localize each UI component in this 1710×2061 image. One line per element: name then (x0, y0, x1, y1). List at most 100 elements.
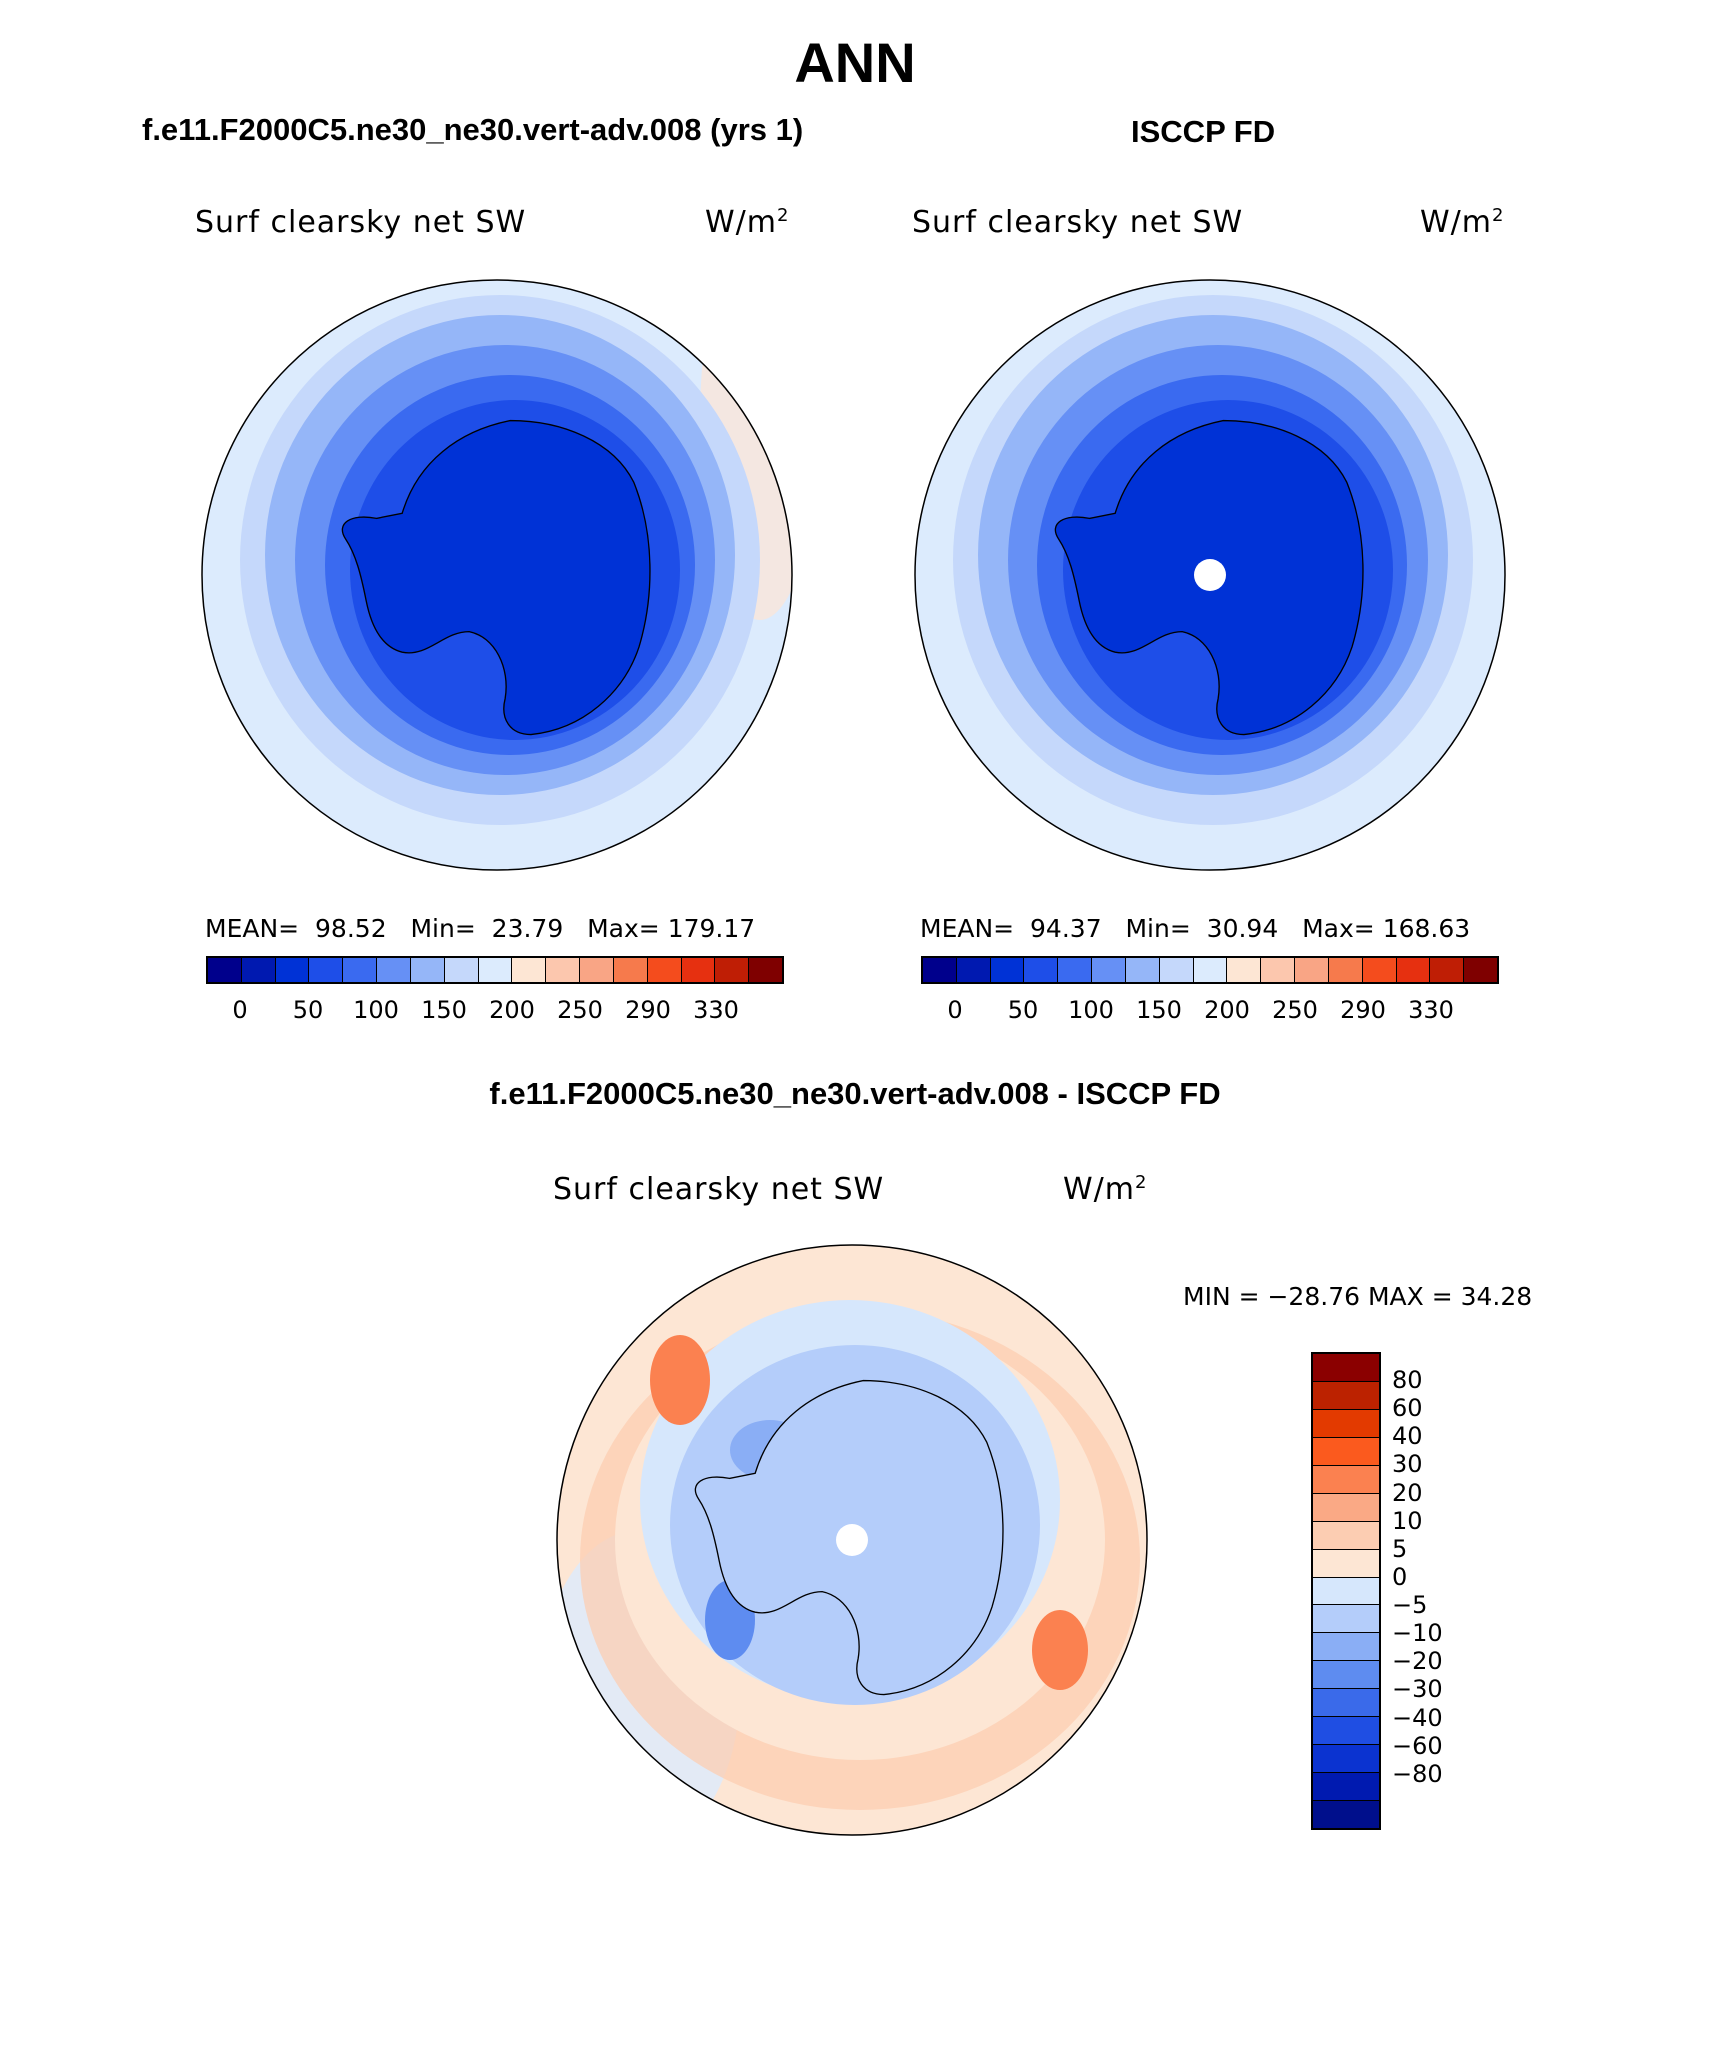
colorbar-swatch (923, 958, 957, 982)
colorbar-swatch (1430, 958, 1465, 982)
colorbar-tick-label: 10 (1392, 1506, 1423, 1535)
colorbar-swatch (377, 958, 411, 982)
colorbar-swatch (1313, 1661, 1379, 1690)
colorbar-swatch (1313, 1549, 1379, 1578)
colorbar-swatch (1396, 958, 1431, 982)
right-units-label: W/m2 (1420, 205, 1505, 240)
colorbar-swatch (990, 958, 1025, 982)
colorbar-swatch (1464, 958, 1498, 982)
colorbar-swatch (241, 958, 276, 982)
colorbar-tick-label: −5 (1392, 1591, 1428, 1620)
left-stats: MEAN= 98.52 Min= 23.79 Max= 179.17 (205, 914, 756, 943)
colorbar-tick-label: −30 (1392, 1675, 1443, 1704)
colorbar-swatch (1313, 1745, 1379, 1774)
left-units-label: W/m2 (705, 205, 790, 240)
colorbar-tick-label: −20 (1392, 1647, 1443, 1676)
colorbar-swatch (1313, 1577, 1379, 1606)
colorbar-swatch (613, 958, 648, 982)
left-panel-title: f.e11.F2000C5.ne30_ne30.vert-adv.008 (yr… (142, 112, 804, 147)
colorbar-tick-label: 50 (1007, 996, 1039, 1024)
colorbar-swatch (1313, 1801, 1379, 1828)
colorbar-tick-label: 290 (1340, 996, 1386, 1024)
colorbar-tick-label: 40 (1392, 1422, 1423, 1451)
diff-map (557, 1245, 1147, 1835)
colorbar-swatch (478, 958, 513, 982)
right-stats: MEAN= 94.37 Min= 30.94 Max= 168.63 (920, 914, 1471, 943)
colorbar-tick-label: 0 (232, 996, 248, 1024)
colorbar-swatch (749, 958, 783, 982)
colorbar-tick-label: 80 (1392, 1366, 1423, 1395)
colorbar-swatch (444, 958, 479, 982)
colorbar-swatch (275, 958, 310, 982)
colorbar-swatch (1313, 1437, 1379, 1466)
colorbar-tick-label: 330 (1408, 996, 1454, 1024)
main-title: ANN (794, 31, 916, 94)
diff-panel-title: f.e11.F2000C5.ne30_ne30.vert-adv.008 - I… (489, 1076, 1221, 1111)
left-colorbar (206, 956, 784, 984)
colorbar-tick-label: −40 (1392, 1703, 1443, 1732)
colorbar-swatch (1313, 1605, 1379, 1634)
colorbar-tick-label: 5 (1392, 1534, 1408, 1563)
diff-variable-label: Surf clearsky net SW (553, 1172, 885, 1207)
colorbar-swatch (1313, 1354, 1379, 1382)
colorbar-tick-label: 150 (1136, 996, 1182, 1024)
colorbar-swatch (1313, 1465, 1379, 1494)
colorbar-tick-label: 200 (489, 996, 535, 1024)
colorbar-tick-label: 290 (625, 996, 671, 1024)
colorbar-swatch (1159, 958, 1194, 982)
colorbar-swatch (1313, 1689, 1379, 1718)
colorbar-swatch (956, 958, 991, 982)
colorbar-swatch (1328, 958, 1363, 982)
colorbar-tick-label: 250 (557, 996, 603, 1024)
diff-colorbar (1311, 1352, 1381, 1830)
colorbar-swatch (1313, 1773, 1379, 1801)
colorbar-tick-label: 200 (1204, 996, 1250, 1024)
left-map (202, 280, 792, 870)
colorbar-swatch (1058, 958, 1093, 982)
colorbar-tick-label: 50 (292, 996, 324, 1024)
colorbar-tick-label: −80 (1392, 1759, 1443, 1788)
colorbar-swatch (1362, 958, 1397, 982)
colorbar-swatch (715, 958, 750, 982)
colorbar-tick-label: 100 (1068, 996, 1114, 1024)
right-variable-label: Surf clearsky net SW (912, 205, 1244, 240)
colorbar-swatch (1313, 1717, 1379, 1746)
right-colorbar-ticks: 0 50 100 150 200 250 290 330 (921, 996, 1499, 1026)
diff-colorbar-ticks: 80 60 40 30 20 10 5 0 −5 −10 −20 −30 −40 −60 −80 (1392, 1352, 1472, 1830)
colorbar-tick-label: −10 (1392, 1619, 1443, 1648)
left-colorbar-ticks: 0 50 100 150 200 250 290 330 (206, 996, 784, 1026)
colorbar-tick-label: 30 (1392, 1450, 1423, 1479)
colorbar-swatch (1227, 958, 1262, 982)
colorbar-tick-label: 0 (947, 996, 963, 1024)
colorbar-swatch (208, 958, 242, 982)
colorbar-tick-label: 150 (421, 996, 467, 1024)
colorbar-swatch (580, 958, 614, 982)
colorbar-tick-label: 20 (1392, 1478, 1423, 1507)
colorbar-swatch (1313, 1633, 1379, 1662)
colorbar-swatch (343, 958, 378, 982)
colorbar-tick-label: −60 (1392, 1731, 1443, 1760)
colorbar-swatch (1261, 958, 1296, 982)
colorbar-swatch (512, 958, 547, 982)
colorbar-swatch (647, 958, 682, 982)
colorbar-swatch (1024, 958, 1059, 982)
diff-units-label: W/m2 (1063, 1172, 1148, 1207)
colorbar-swatch (1295, 958, 1329, 982)
colorbar-swatch (1092, 958, 1126, 982)
colorbar-swatch (1313, 1381, 1379, 1410)
colorbar-swatch (681, 958, 716, 982)
colorbar-swatch (1313, 1521, 1379, 1550)
colorbar-swatch (1313, 1493, 1379, 1522)
left-variable-label: Surf clearsky net SW (195, 205, 527, 240)
colorbar-swatch (546, 958, 581, 982)
colorbar-swatch (1313, 1409, 1379, 1438)
right-colorbar (921, 956, 1499, 984)
colorbar-swatch (309, 958, 344, 982)
colorbar-tick-label: 100 (353, 996, 399, 1024)
colorbar-tick-label: 60 (1392, 1394, 1423, 1423)
diff-minmax-label: MIN = −28.76 MAX = 34.28 (1183, 1282, 1533, 1311)
colorbar-tick-label: 250 (1272, 996, 1318, 1024)
colorbar-tick-label: 330 (693, 996, 739, 1024)
right-panel-title: ISCCP FD (1131, 114, 1276, 149)
